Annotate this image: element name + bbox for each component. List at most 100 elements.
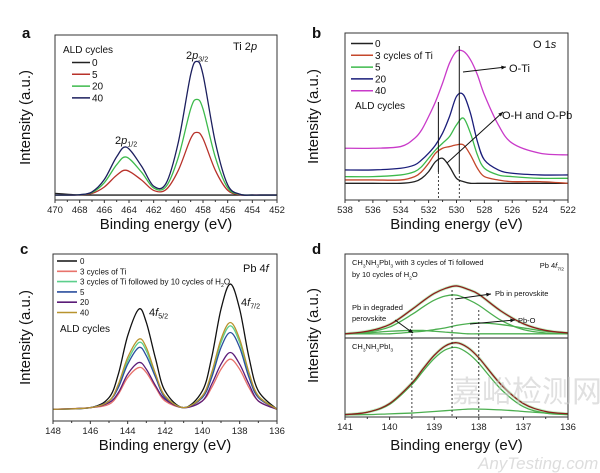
subpanel-label: CH3NH3PbI3 with 3 cycles of Ti followed xyxy=(352,258,484,270)
subpanel-label-part: 3 xyxy=(390,348,393,354)
arrow-pb-o-head xyxy=(510,318,515,323)
x-tick-label: 534 xyxy=(393,205,409,216)
annotation-part: 4 xyxy=(241,297,247,309)
annotation-part: 5/2 xyxy=(158,313,168,321)
subpanel-label-part: with 3 cycles of Ti followed xyxy=(393,258,483,267)
legend-entry: 3 cycles of Ti xyxy=(375,51,433,62)
legend-entry: 0 xyxy=(92,58,98,69)
curve-series-0 xyxy=(345,157,568,185)
annotation-part: Pb in perovskite xyxy=(495,289,548,298)
annotation: Pb in degraded xyxy=(352,303,403,312)
subpanel-label-part: CH xyxy=(352,258,363,267)
subpanel-label-part: 2 xyxy=(409,276,412,282)
legend-entry: 40 xyxy=(375,86,387,97)
annotation-part: p xyxy=(191,50,198,62)
curve-series-1 xyxy=(52,358,278,410)
x-tick-label: 140 xyxy=(382,422,398,433)
plot-frame xyxy=(54,34,278,201)
subpanel-label-part: NH xyxy=(366,342,377,351)
annotation-part: f xyxy=(155,307,159,319)
legend-entry: 5 xyxy=(375,63,381,74)
annotation: 2p3/2 xyxy=(186,50,208,64)
annotation: Ti 2p xyxy=(233,41,257,53)
legend-entry: 3 cycles of Ti followed by 10 cycles of … xyxy=(80,278,230,290)
arrow-perovskite-head xyxy=(486,292,491,297)
annotation: O-H and O-Pb xyxy=(502,110,572,122)
x-axis-label: Binding energy (eV) xyxy=(100,216,233,233)
curve-series-4 xyxy=(344,49,569,156)
subpanel-label: CH3NH3PbI3 xyxy=(352,342,393,354)
legend-entry: 0 xyxy=(375,39,381,50)
legend-entry: 20 xyxy=(92,82,104,93)
panel-label: b xyxy=(312,25,321,42)
curve-series-1 xyxy=(344,143,569,184)
curve-series-5 xyxy=(52,321,278,410)
annotation: Pb-O xyxy=(518,316,536,325)
legend-entry-part: 3 cycles of Ti xyxy=(80,267,126,276)
x-tick-label: 524 xyxy=(532,205,548,216)
subpanel-label-part: PbI xyxy=(379,258,390,267)
y-axis-label: Intensity (a.u.) xyxy=(17,290,34,385)
legend-entry-part: O xyxy=(224,278,230,287)
curve-sub0-2 xyxy=(344,322,569,335)
arrow-pb-o xyxy=(469,319,516,325)
y-axis-label: Intensity (a.u.) xyxy=(17,70,34,165)
annotation-part: f xyxy=(266,263,270,275)
arrow-o-ti xyxy=(462,66,507,73)
curve-series-3 xyxy=(344,92,569,176)
legend-entry-part: 2 xyxy=(221,283,224,289)
subpanel-label-part: CH xyxy=(352,342,363,351)
legend-title: ALD cycles xyxy=(355,101,405,112)
arrow-degraded-head xyxy=(408,328,413,333)
annotation-part: Pb in degraded xyxy=(352,303,403,312)
subpanel-label-part: by 10 cycles of H xyxy=(352,270,409,279)
x-tick-label: 456 xyxy=(220,205,236,216)
x-tick-label: 526 xyxy=(504,205,520,216)
annotation: 2p1/2 xyxy=(115,135,137,149)
annotation-part: 2 xyxy=(186,50,192,62)
subpanel-label-part: 3 xyxy=(376,264,379,270)
legend-entry: 40 xyxy=(92,93,104,104)
x-tick-label: 536 xyxy=(365,205,381,216)
annotation: O 1s xyxy=(533,39,557,51)
legend-entry: 20 xyxy=(80,298,89,307)
x-axis-label: Binding energy (eV) xyxy=(390,216,523,233)
annotation-part: Pb 4 xyxy=(243,263,266,275)
curve-series-3 xyxy=(54,60,277,196)
subpanel-label-part: PbI xyxy=(379,342,390,351)
legend-entry: 5 xyxy=(80,288,85,297)
arrow-o-h xyxy=(446,111,504,164)
panel-label: a xyxy=(22,25,31,42)
curve-series-0 xyxy=(52,283,278,410)
legend-entry: 40 xyxy=(80,309,89,318)
curve-sub0-1 xyxy=(344,294,569,335)
annotation-part: 7/2 xyxy=(557,267,564,273)
subpanel-label-part: 3 xyxy=(363,264,366,270)
annotation: 4f5/2 xyxy=(149,307,168,321)
x-tick-label: 138 xyxy=(471,422,487,433)
annotation-part: 4 xyxy=(149,307,155,319)
annotation: Pb 4f7/2 xyxy=(540,261,565,273)
subpanel-label: by 10 cycles of H2O xyxy=(352,270,418,282)
annotation-part: s xyxy=(551,39,557,51)
x-tick-label: 528 xyxy=(476,205,492,216)
x-tick-label: 138 xyxy=(232,426,248,437)
legend-entry-part: 3 cycles of Ti followed by 10 cycles of … xyxy=(80,278,221,287)
x-tick-label: 460 xyxy=(170,205,186,216)
x-tick-label: 144 xyxy=(120,426,136,437)
x-tick-label: 148 xyxy=(45,426,61,437)
legend-entry-part: 0 xyxy=(80,257,85,266)
annotation-part: Pb 4 xyxy=(540,261,555,270)
annotation-part: f xyxy=(555,261,558,270)
annotation-part: perovskite xyxy=(352,314,386,323)
x-axis-label: Binding energy (eV) xyxy=(390,437,523,454)
x-tick-label: 532 xyxy=(421,205,437,216)
annotation-part: p xyxy=(120,135,127,147)
legend-title: ALD cycles xyxy=(60,324,110,335)
arrow-perovskite xyxy=(454,293,492,300)
annotation-part: Ti 2 xyxy=(233,41,251,53)
x-tick-label: 454 xyxy=(244,205,260,216)
y-axis-label: Intensity (a.u.) xyxy=(305,69,322,164)
legend-entry-part: 5 xyxy=(80,288,85,297)
subpanel-label-part: 3 xyxy=(376,348,379,354)
